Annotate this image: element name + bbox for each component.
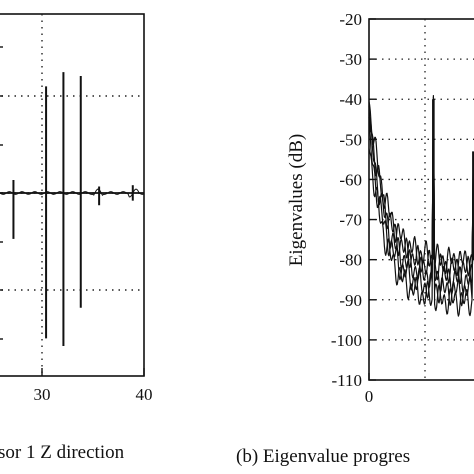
- right-y-tick-label: -20: [339, 10, 362, 29]
- right-y-tick-label: -40: [339, 90, 362, 109]
- left-caption: sor 1 Z direction: [0, 442, 125, 463]
- right-plot-frame: [368, 18, 474, 381]
- right-caption: (b) Eigenvalue progres: [236, 446, 410, 467]
- right-series-curve: [368, 95, 474, 277]
- right-series-curve: [368, 96, 474, 285]
- right-ylabel: Eigenvalues (dB): [286, 134, 307, 266]
- right-x-tick-label: 0: [365, 387, 374, 406]
- right-series-curve: [368, 103, 474, 317]
- left-grid: [0, 14, 144, 376]
- right-y-ticks: -20 -30 -40 -50 -60 -70 -80 -90 -100 -110: [331, 10, 376, 390]
- chart-left: 30 40 sor 1 Z direction: [0, 13, 153, 463]
- right-y-tick-label: -90: [339, 291, 362, 310]
- right-series-curve: [368, 101, 474, 307]
- left-plot-frame: [0, 13, 145, 377]
- left-signal-noise: [0, 188, 145, 198]
- right-series-curve: [368, 98, 474, 295]
- right-y-tick-label: -30: [339, 50, 362, 69]
- right-x-ticks: 0: [365, 373, 374, 406]
- right-y-tick-label: -80: [339, 251, 362, 270]
- left-x-tick-label: 30: [34, 385, 51, 404]
- chart-right: -20 -30 -40 -50 -60 -70 -80 -90 -100 -110 0 Eigen…: [236, 10, 474, 467]
- right-y-tick-label: -60: [339, 170, 362, 189]
- right-y-tick-label: -110: [331, 371, 362, 390]
- right-series: [368, 95, 474, 317]
- right-y-tick-label: -70: [339, 211, 362, 230]
- left-x-ticks: 30 40: [34, 368, 153, 404]
- right-y-tick-label: -100: [331, 331, 362, 350]
- left-signal: [0, 72, 145, 346]
- left-x-tick-label: 40: [136, 385, 153, 404]
- right-y-tick-label: -50: [339, 130, 362, 149]
